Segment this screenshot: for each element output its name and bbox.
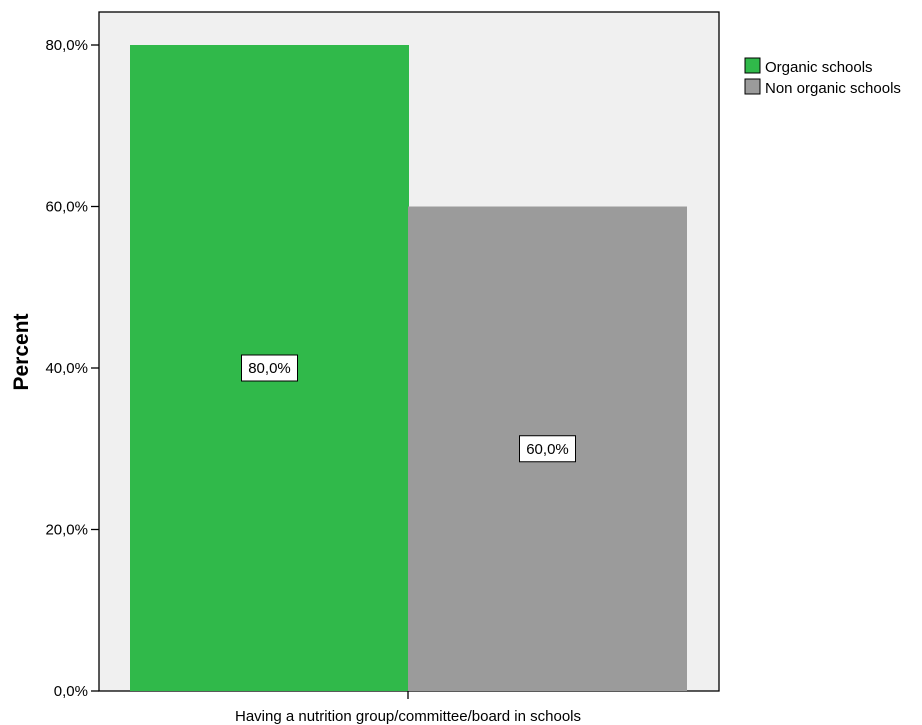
- y-tick-label: 20,0%: [45, 522, 88, 539]
- y-axis-title: Percent: [10, 313, 33, 390]
- y-tick-label: 80,0%: [45, 37, 88, 54]
- data-label-box: [241, 354, 298, 382]
- data-label-box: [519, 435, 576, 463]
- data-labels-group: 80,0% 60,0%: [241, 354, 576, 463]
- y-axis-ticks: 0,0% 20,0% 40,0% 60,0% 80,0%: [45, 37, 99, 700]
- x-category-label: Having a nutrition group/committee/board…: [235, 708, 581, 725]
- data-label: 80,0%: [248, 360, 291, 377]
- data-label: 60,0%: [526, 441, 569, 458]
- legend-label-organic: Organic schools: [765, 59, 873, 76]
- legend: Organic schools Non organic schools: [744, 57, 901, 97]
- legend-label-non-organic: Non organic schools: [765, 80, 901, 97]
- legend-swatch-organic: [744, 57, 761, 74]
- legend-swatch-non-organic: [744, 78, 761, 95]
- y-tick-label: 0,0%: [54, 683, 88, 700]
- y-tick-label: 40,0%: [45, 360, 88, 377]
- y-tick-label: 60,0%: [45, 199, 88, 216]
